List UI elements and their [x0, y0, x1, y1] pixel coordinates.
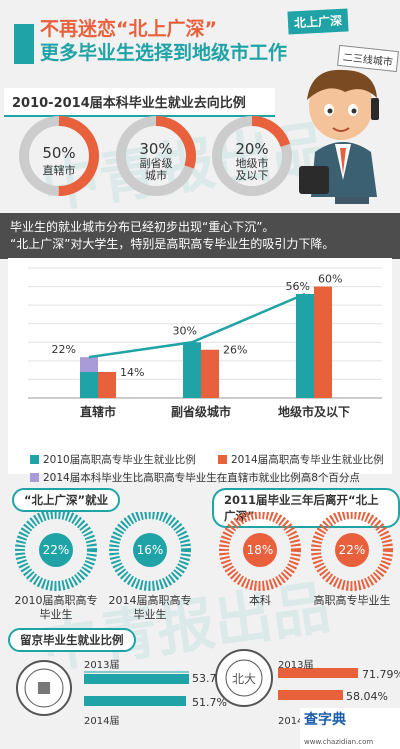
ring3b-label1: 2014届高职高专: [108, 594, 192, 607]
bar-2-2014: [314, 286, 332, 398]
ring3a-pct: 22%: [42, 543, 70, 557]
data-label: 56%: [286, 280, 310, 293]
left-y1: 2013届: [84, 660, 120, 671]
ring2-text: 30% 副省级 城市: [126, 140, 186, 182]
ring3c-pct: 18%: [246, 543, 274, 557]
section4-right-graphic: 北大: [215, 649, 358, 707]
tag-top: 北上广深: [287, 8, 349, 35]
ring3b-caption: 2014届高职高专 毕业生: [100, 594, 200, 622]
trend-line: [88, 292, 306, 359]
left-v2: 51.7%: [192, 696, 227, 709]
logo-sub: www.chazidian.com: [304, 738, 374, 746]
ring3c-label1: 本科: [249, 594, 271, 607]
ring1-label: 直辖市: [42, 164, 76, 177]
pill-bsgs: “北上广深”就业: [12, 488, 121, 512]
category-label: 直辖市: [80, 404, 116, 419]
section1-rings: [19, 116, 292, 196]
section1-title: 2010-2014届本科毕业生就业去向比例: [4, 88, 275, 117]
svg-text:北大: 北大: [232, 672, 256, 686]
bar-1-2010: [183, 342, 201, 398]
ring1-text: 50% 直辖市: [29, 144, 89, 178]
legend-label-2: 2014届高职高专毕业生就业比例: [231, 454, 384, 466]
ring2-pct: 30%: [139, 140, 173, 158]
data-label: 26%: [223, 344, 247, 357]
bar-0-2010: [80, 372, 98, 398]
data-label: 22%: [52, 343, 76, 356]
legend-label-3: 2014届本科毕业生比高职高专毕业生在直辖市就业比例高8个百分点: [43, 472, 360, 484]
ring3a-caption: 2010届高职高专 毕业生: [6, 594, 106, 622]
businessman-illustration: [299, 69, 379, 204]
ring3-label2: 及以下: [235, 169, 269, 182]
logo: 查字典 www.chazidian.com: [300, 708, 400, 749]
summary-band: 毕业生的就业城市分布已经初步出现“重心下沉”。 “北上广深”对大学生，特别是高职…: [0, 213, 400, 259]
ring3-pct: 20%: [235, 140, 269, 158]
bar-0-diff: [80, 357, 98, 372]
chart-legend: 2010届高职高专毕业生就业比例 2014届高职高专毕业生就业比例 2014届本…: [30, 452, 390, 485]
bar-chart: 直辖市 副省级城市 地级市及以下 22% 14% 30% 26% 56% 60%: [28, 267, 382, 419]
legend-item-2: 2014届高职高专毕业生就业比例: [218, 452, 384, 467]
left-y2: 2014届: [84, 716, 120, 727]
dotted-ring-4: [311, 512, 393, 591]
legend-item-3: 2014届本科毕业生比高职高专毕业生在直辖市就业比例高8个百分点: [30, 467, 390, 485]
data-label: 60%: [318, 273, 342, 286]
ring3b-pct: 16%: [136, 543, 164, 557]
ring3a-label1: 2010届高职高专: [14, 594, 98, 607]
ring3d-caption: 高职高专毕业生: [302, 594, 400, 608]
right-y1: 2013届: [278, 660, 314, 671]
category-label: 副省级城市: [171, 404, 231, 419]
ring2-label2: 城市: [145, 169, 167, 182]
legend-swatch-purple: [30, 473, 39, 482]
legend-item-1: 2010届高职高专毕业生就业比例: [30, 452, 218, 467]
right-v1: 71.79%: [362, 668, 400, 681]
bar-2-2010: [296, 294, 314, 398]
bar-1-2014: [201, 349, 219, 398]
legend-swatch-teal: [30, 455, 39, 464]
right-y2: 2014届: [278, 716, 314, 727]
dotted-ring-2: [109, 512, 191, 591]
ring3a-label2: 毕业生: [39, 608, 73, 621]
data-label: 30%: [173, 324, 197, 337]
ring3d-label1: 高职高专毕业生: [313, 594, 391, 607]
category-label: 地级市及以下: [278, 404, 350, 419]
ring3-text: 20% 地级市 及以下: [222, 140, 282, 182]
ring3c-caption: 本科: [230, 594, 290, 608]
ring2-label1: 副省级: [139, 157, 173, 170]
legend-swatch-orange: [218, 455, 227, 464]
ring3b-label2: 毕业生: [133, 608, 167, 621]
dotted-ring-1: [15, 512, 97, 591]
summary-line2: “北上广深”对大学生，特别是高职高专毕业生的吸引力下降。: [10, 237, 335, 251]
section4-left-graphic: [16, 660, 189, 716]
summary-line1: 毕业生的就业城市分布已经初步出现“重心下沉”。: [10, 220, 275, 234]
title-accent: [14, 24, 34, 64]
title-line2: 更多毕业生选择到地级市工作: [40, 42, 288, 64]
right-v2: 58.04%: [346, 690, 388, 703]
legend-label-1: 2010届高职高专毕业生就业比例: [43, 454, 196, 466]
logo-text: 查字典: [304, 712, 346, 728]
ring-20: [212, 116, 292, 196]
ring3d-pct: 22%: [338, 543, 366, 557]
peking-seal-icon: [215, 649, 273, 707]
ring1-pct: 50%: [42, 144, 76, 162]
bar-0-2014: [98, 372, 116, 398]
ring-50: [19, 116, 99, 196]
ring-30: [116, 116, 196, 196]
title-line1: 不再迷恋“北上广深”: [40, 18, 217, 40]
section3-rings: [15, 512, 393, 591]
dotted-ring-3: [219, 512, 301, 591]
ring3-label1: 地级市: [235, 157, 269, 170]
pill-beijing: 留京毕业生就业比例: [8, 628, 136, 652]
data-label: 14%: [120, 366, 144, 379]
